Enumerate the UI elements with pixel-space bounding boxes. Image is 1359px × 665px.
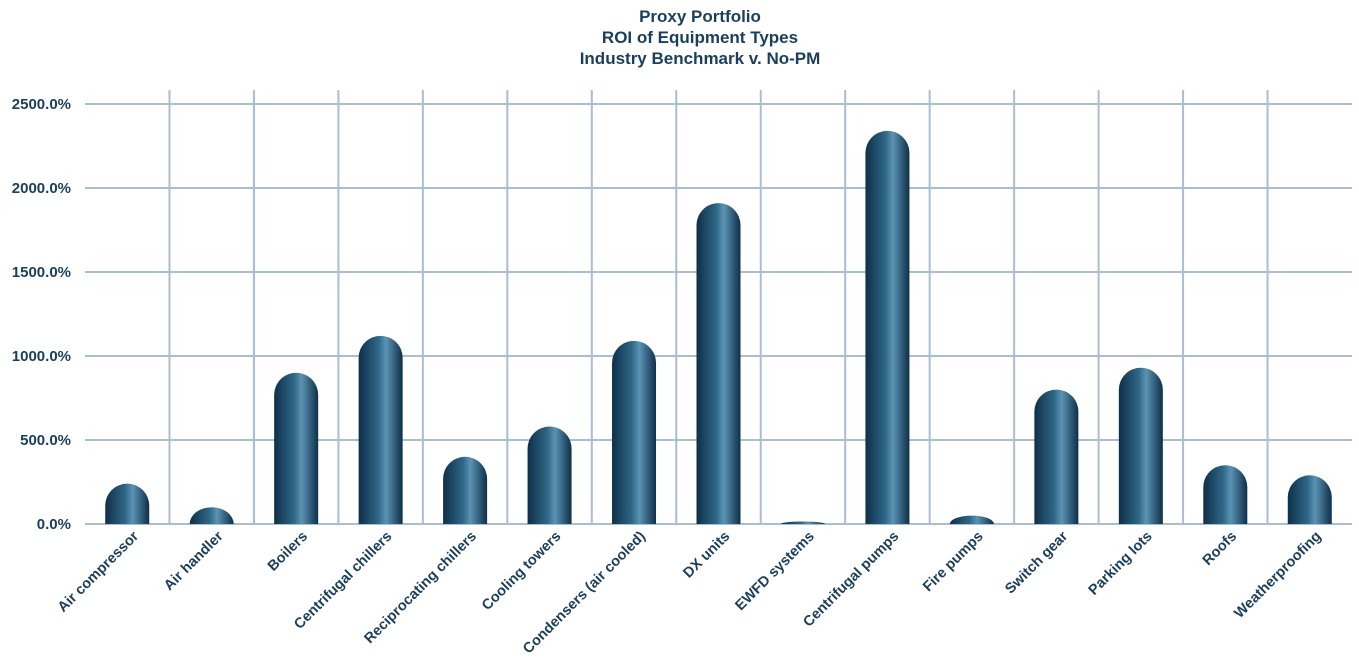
- bar: [358, 335, 403, 524]
- bar: [696, 203, 741, 524]
- bar: [1034, 389, 1079, 524]
- y-axis-ticks: 0.0% 500.0% 1000.0% 1500.0% 2000.0% 2500.0%: [12, 96, 71, 533]
- bar: [189, 507, 234, 524]
- x-tick-label: Switch gear: [1002, 528, 1071, 597]
- x-tick-label: Air handler: [161, 528, 227, 594]
- bar: [780, 521, 825, 524]
- bar: [274, 372, 319, 524]
- bars: [105, 130, 1332, 524]
- x-tick-label: Boilers: [265, 529, 311, 575]
- bar: [1287, 475, 1332, 524]
- x-tick-label: Cooling towers: [479, 529, 564, 614]
- chart-title: Proxy Portfolio ROI of Equipment Types I…: [580, 7, 821, 68]
- bar: [1203, 465, 1248, 524]
- bar: [865, 130, 910, 524]
- x-tick-label: EWFD systems: [732, 529, 817, 614]
- x-tick-label: Centrifugal pumps: [800, 529, 902, 631]
- bar: [612, 340, 657, 524]
- x-tick-label: DX units: [680, 529, 733, 582]
- x-tick-label: Parking lots: [1086, 529, 1156, 599]
- y-tick-label: 2000.0%: [12, 180, 71, 197]
- chart-title-line-2: ROI of Equipment Types: [602, 28, 798, 47]
- x-tick-label: Fire pumps: [920, 529, 987, 596]
- y-tick-label: 2500.0%: [12, 96, 71, 113]
- y-tick-label: 500.0%: [20, 432, 71, 449]
- y-tick-label: 0.0%: [37, 516, 71, 533]
- chart-title-line-3: Industry Benchmark v. No-PM: [580, 49, 821, 68]
- y-tick-label: 1500.0%: [12, 264, 71, 281]
- x-tick-label: Weatherproofing: [1231, 529, 1324, 622]
- x-axis-ticks: Air compressor Air handler Boilers Centrifu…: [55, 528, 1325, 657]
- y-tick-label: 1000.0%: [12, 348, 71, 365]
- x-tick-label: Air compressor: [55, 528, 142, 615]
- chart-title-line-1: Proxy Portfolio: [639, 7, 761, 26]
- bar: [1118, 367, 1163, 524]
- bar: [443, 456, 488, 524]
- bar: [949, 515, 994, 524]
- grid: [85, 90, 1352, 525]
- bar: [527, 426, 572, 524]
- bar: [105, 483, 150, 524]
- x-tick-label: Roofs: [1200, 529, 1240, 569]
